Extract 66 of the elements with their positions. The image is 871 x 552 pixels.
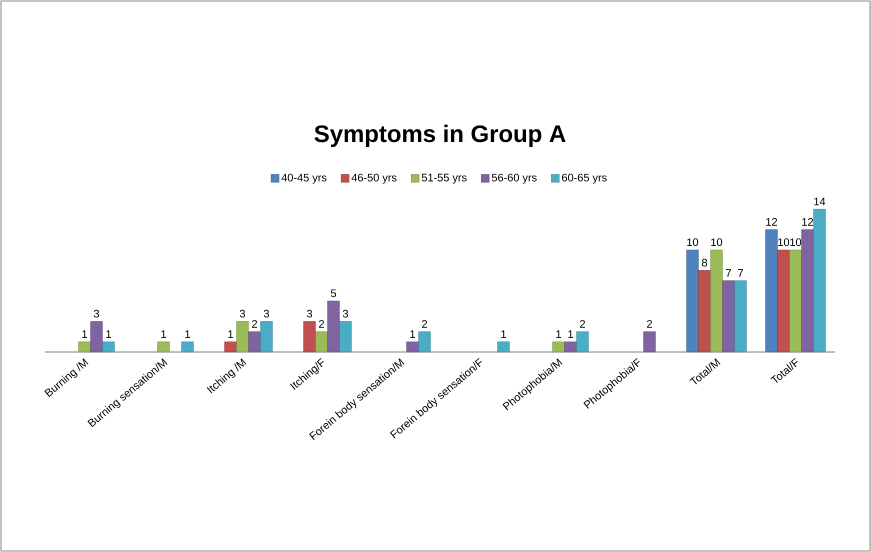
- bar: [813, 208, 826, 352]
- data-label: 1: [556, 330, 562, 338]
- bar: [686, 250, 699, 352]
- data-label: 1: [568, 330, 574, 338]
- bar: [734, 280, 747, 352]
- bar: [315, 331, 328, 352]
- data-label: 2: [319, 320, 324, 328]
- bar: [765, 229, 778, 352]
- bar: [260, 321, 273, 352]
- data-label: 2: [580, 320, 585, 328]
- bar: [418, 331, 431, 352]
- data-label: 12: [802, 218, 814, 226]
- data-label: 8: [702, 258, 708, 267]
- bar: [90, 321, 103, 352]
- legend-label: 46-50 yrs: [352, 174, 397, 184]
- bar: [406, 342, 419, 352]
- bar: [643, 331, 656, 352]
- data-label: 1: [185, 330, 190, 338]
- data-label: 2: [252, 320, 257, 328]
- bar: [224, 342, 237, 352]
- bar: [777, 250, 790, 352]
- data-label: 1: [82, 330, 88, 338]
- bar: [181, 342, 194, 352]
- data-label: 7: [738, 269, 743, 277]
- data-label: 5: [330, 289, 336, 298]
- bar: [236, 321, 249, 352]
- data-label: 7: [726, 269, 731, 277]
- legend-label: 56-60 yrs: [492, 174, 537, 184]
- data-label: 2: [647, 320, 652, 328]
- data-label: 10: [687, 238, 698, 246]
- bar: [497, 342, 510, 352]
- bar: [722, 280, 735, 352]
- bar: [564, 342, 577, 352]
- legend-label: 40-45 yrs: [281, 174, 326, 184]
- bar: [789, 250, 802, 352]
- data-label: 10: [711, 238, 722, 246]
- data-label: 3: [94, 310, 100, 318]
- bar: [327, 300, 340, 352]
- data-label: 3: [264, 310, 270, 318]
- bar: [710, 250, 723, 352]
- data-label: 1: [106, 330, 112, 338]
- bar: [339, 321, 352, 352]
- chart-title: Symptoms in Group A: [314, 124, 566, 147]
- bar: [801, 229, 814, 352]
- bar: [78, 342, 91, 352]
- bar: [248, 331, 261, 352]
- data-label: 14: [814, 198, 826, 206]
- data-label: 1: [410, 330, 416, 338]
- data-label: 2: [422, 320, 427, 328]
- data-label: 3: [342, 310, 348, 318]
- bar: [576, 331, 589, 352]
- legend-label: 60-65 yrs: [562, 174, 607, 184]
- data-label: 3: [240, 310, 246, 318]
- bar: [303, 321, 316, 352]
- bar: [157, 342, 170, 352]
- data-label: 12: [766, 218, 778, 226]
- data-label: 10: [790, 238, 802, 246]
- bar: [552, 342, 565, 352]
- bar: [102, 342, 115, 352]
- bar: [698, 270, 711, 352]
- legend-label: 51-55 yrs: [422, 174, 467, 184]
- data-label: 1: [228, 330, 234, 338]
- data-label: 1: [501, 330, 506, 338]
- data-label: 1: [161, 330, 166, 338]
- data-label: 3: [306, 310, 312, 318]
- data-label: 10: [778, 238, 790, 246]
